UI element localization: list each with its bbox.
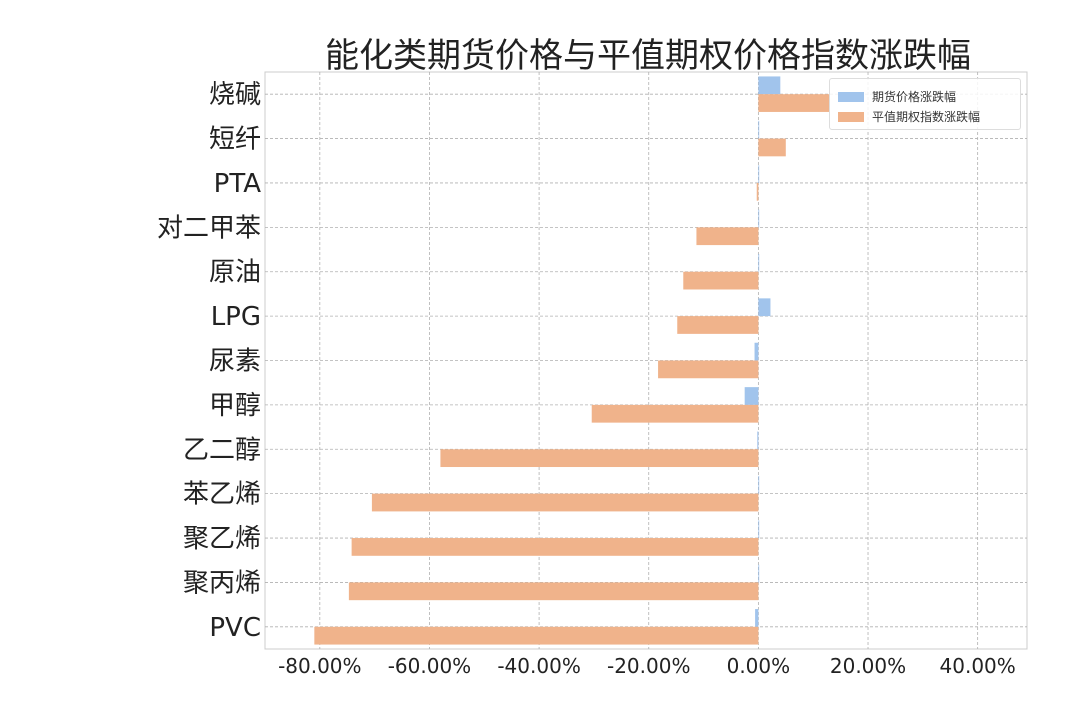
legend-swatch-futures [838, 91, 864, 102]
bar-futures [758, 120, 760, 139]
y-tick-label: 尿素 [209, 347, 261, 377]
bar-futures [758, 520, 760, 539]
bar-futures [758, 165, 760, 183]
bar-options [658, 360, 759, 379]
y-tick-label: 苯乙烯 [183, 480, 261, 510]
x-tick-label: 40.00% [940, 654, 1016, 678]
bar-futures [754, 342, 759, 361]
bar-futures [758, 76, 781, 95]
x-tick-label: -20.00% [607, 654, 690, 678]
legend-label-futures: 期货价格涨跌幅 [872, 90, 957, 104]
legend-swatch-options [838, 111, 864, 122]
y-tick-label: 甲醇 [209, 391, 261, 421]
x-tick-label: 20.00% [830, 654, 906, 678]
y-tick-label: 乙二醇 [183, 435, 261, 465]
legend-item-futures: 期货价格涨跌幅 [838, 88, 956, 105]
bar-futures [758, 475, 760, 494]
y-tick-label: 聚乙烯 [183, 524, 261, 554]
y-tick-label: 对二甲苯 [157, 213, 261, 243]
bar-options [314, 626, 759, 645]
chart-title: 能化类期货价格与平值期权价格指数涨跌幅 [325, 36, 971, 76]
bar-futures [744, 387, 759, 405]
bar-options [591, 404, 759, 423]
bar-options [677, 316, 759, 334]
x-tick-label: 0.00% [727, 654, 791, 678]
y-tick-label: LPG [211, 302, 261, 332]
bar-options [440, 449, 759, 468]
y-tick-label: 原油 [209, 258, 261, 288]
bar-futures [758, 209, 760, 228]
bar-futures [758, 253, 760, 272]
bar-options [348, 582, 759, 601]
y-tick-label: PTA [214, 169, 262, 199]
chart-legend: 期货价格涨跌幅 平值期权指数涨跌幅 [829, 78, 1021, 130]
y-tick-label: PVC [209, 613, 261, 643]
bar-options [683, 271, 759, 290]
bar-options [696, 227, 759, 246]
bar-futures [758, 298, 771, 317]
x-tick-label: -80.00% [278, 654, 361, 678]
bar-options [756, 182, 759, 201]
bar-options [351, 538, 759, 556]
y-tick-label: 聚丙烯 [183, 568, 261, 598]
bar-options [371, 493, 759, 512]
y-tick-label: 烧碱 [209, 80, 261, 110]
bar-futures [755, 609, 759, 627]
x-tick-label: -60.00% [388, 654, 471, 678]
legend-item-options: 平值期权指数涨跌幅 [838, 108, 980, 125]
y-tick-label: 短纤 [209, 125, 261, 155]
bar-options [758, 94, 830, 112]
x-tick-label: -40.00% [497, 654, 580, 678]
bar-options [758, 138, 786, 157]
bar-futures [758, 564, 760, 583]
legend-label-options: 平值期权指数涨跌幅 [872, 110, 981, 124]
bar-futures [757, 431, 759, 450]
